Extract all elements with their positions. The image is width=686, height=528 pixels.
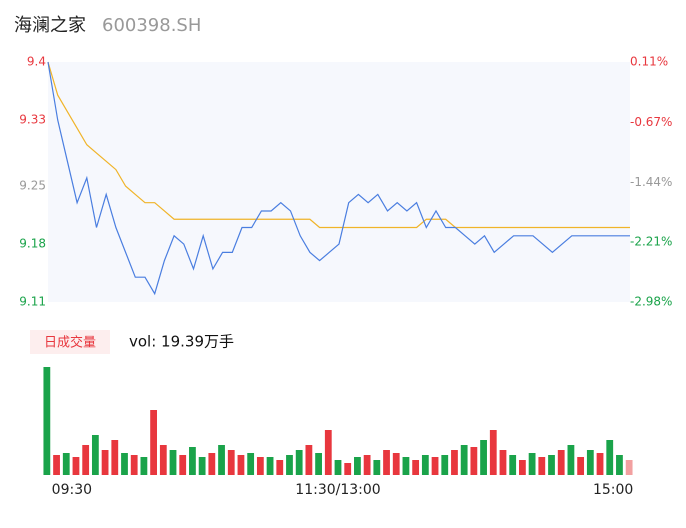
plot-bg — [48, 62, 630, 302]
y-tick-label: 9.33 — [19, 112, 46, 126]
volume-bar — [499, 450, 507, 475]
volume-bar — [392, 453, 400, 475]
volume-bar — [305, 445, 313, 475]
volume-bar — [616, 455, 623, 475]
volume-bar — [480, 440, 487, 475]
volume-bar — [373, 460, 381, 475]
volume-bar — [72, 457, 80, 475]
volume-bar — [334, 460, 342, 475]
volume-bar — [383, 450, 390, 475]
line-average — [47, 61, 630, 229]
code: 600398.SH — [102, 15, 201, 36]
volume-bar — [227, 450, 235, 475]
volume-bar — [363, 455, 371, 475]
volume-bar — [538, 457, 546, 475]
volume-bar — [237, 455, 245, 475]
volume-bar — [421, 455, 429, 475]
x-tick-label: 09:30 — [52, 482, 92, 498]
volume-bar — [150, 410, 158, 475]
volume-bar — [218, 445, 225, 475]
volume-bar — [470, 447, 478, 475]
volume-bar — [557, 450, 565, 475]
volume-bar — [315, 453, 322, 475]
volume-bar — [179, 455, 187, 475]
volume-bar — [62, 453, 70, 475]
volume-bar — [625, 460, 633, 475]
y2-tick-label: 0.11% — [630, 55, 668, 69]
title: 海澜之家 — [14, 15, 86, 36]
volume-bar — [189, 447, 196, 475]
volume-bar — [586, 450, 594, 475]
volume-bar — [518, 460, 526, 475]
volume-button-label[interactable]: 日成交量 — [44, 335, 96, 351]
volume-bar — [596, 453, 604, 475]
volume-button[interactable] — [30, 330, 110, 354]
volume-bar — [354, 457, 361, 475]
volume-bar — [295, 450, 303, 475]
volume-bar — [548, 455, 555, 475]
volume-bar — [412, 460, 420, 475]
y-tick-label: 9.4 — [27, 55, 46, 69]
y2-tick-label: -2.21% — [630, 235, 672, 249]
volume-bar — [43, 367, 51, 475]
volume-label: vol: 19.39万手 — [129, 333, 234, 351]
volume-bar — [208, 453, 216, 475]
volume-bar — [567, 445, 575, 475]
line-price — [47, 61, 630, 296]
volume-bar — [82, 445, 90, 475]
volume-bar — [91, 435, 99, 475]
volume-bar — [509, 455, 517, 475]
volume-bar — [256, 457, 264, 475]
volume-bar — [451, 450, 458, 475]
y-tick-label: 9.18 — [19, 237, 46, 251]
volume-bar — [169, 450, 177, 475]
volume-bar — [159, 445, 167, 475]
x-tick-label: 15:00 — [593, 482, 633, 498]
y-tick-label: 9.11 — [19, 295, 46, 309]
volume-bar — [431, 457, 439, 475]
volume-bar — [441, 455, 449, 475]
volume-bar — [286, 455, 293, 475]
volume-bar — [140, 457, 148, 475]
volume-bar — [402, 457, 410, 475]
volume-bar — [344, 463, 352, 475]
volume-bar — [606, 440, 614, 475]
volume-bar — [101, 450, 109, 475]
y2-tick-label: -0.67% — [630, 115, 672, 129]
volume-bar — [121, 453, 128, 475]
volume-bar — [577, 457, 585, 475]
volume-bar — [489, 430, 497, 475]
y2-tick-label: -2.98% — [630, 295, 672, 309]
volume-bar — [53, 455, 60, 475]
volume-bar — [198, 457, 206, 475]
volume-bar — [247, 453, 255, 475]
volume-bar — [276, 460, 284, 475]
volume-bar — [130, 455, 138, 475]
volume-bar — [528, 453, 536, 475]
y2-tick-label: -1.44% — [630, 175, 672, 189]
volume-bar — [460, 445, 468, 475]
volume-bar — [111, 440, 119, 475]
x-tick-label: 11:30/13:00 — [295, 482, 380, 498]
y-tick-label: 9.25 — [19, 179, 46, 193]
volume-bar — [266, 457, 274, 475]
volume-bar — [324, 430, 332, 475]
